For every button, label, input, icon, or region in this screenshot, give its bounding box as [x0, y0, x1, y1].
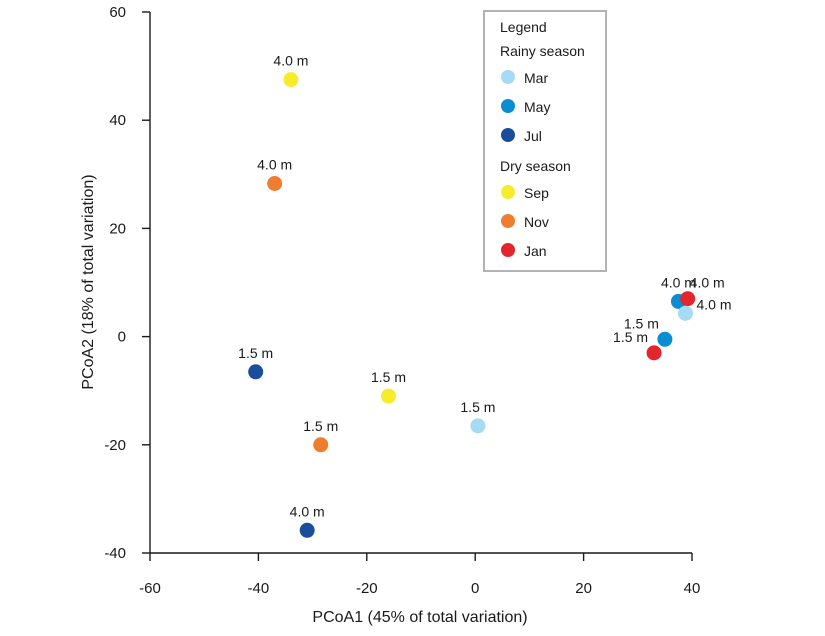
legend-entry-label: Mar [524, 70, 548, 86]
x-axis-title: PCoA1 (45% of total variation) [312, 609, 527, 626]
data-point-label: 4.0 m [290, 503, 325, 519]
legend-swatch-may [501, 99, 515, 113]
data-point-may [657, 331, 673, 347]
y-tick-label: 40 [109, 112, 126, 129]
data-point-nov [267, 175, 283, 191]
data-point-mar [470, 418, 486, 434]
data-points: 4.0 m4.0 m1.5 m1.5 m1.5 m1.5 m4.0 m4.0 m… [238, 53, 732, 538]
x-tick-label: 0 [471, 580, 479, 597]
y-ticks: -40 -20 0 20 40 60 [104, 4, 150, 562]
x-tick-label: 40 [684, 580, 701, 597]
data-point-jan [646, 345, 662, 361]
legend: Legend Rainy season Mar May Jul Dry season Se… [483, 10, 607, 272]
y-axis-title: PCoA2 (18% of total variation) [80, 174, 97, 389]
y-tick-label: 0 [118, 329, 126, 346]
data-point-jan [680, 291, 696, 307]
y-tick-label: -20 [104, 437, 126, 454]
axes: -60 -40 -20 0 20 40 -40 -20 0 20 40 60 [104, 4, 700, 597]
x-tick-label: -60 [139, 580, 161, 597]
x-tick-label: -40 [248, 580, 270, 597]
data-point-label: 4.0 m [273, 53, 308, 69]
data-point-nov [313, 437, 329, 453]
legend-swatch-sep [501, 185, 515, 199]
legend-title: Legend [500, 19, 547, 35]
data-point-label: 1.5 m [613, 329, 648, 345]
legend-group-title: Dry season [500, 158, 571, 174]
legend-entry-label: Jan [524, 243, 547, 259]
legend-group-title: Rainy season [500, 43, 585, 59]
legend-swatch-mar [501, 70, 515, 84]
y-tick-label: 20 [109, 220, 126, 237]
data-point-label: 4.0 m [696, 296, 731, 312]
x-tick-label: 20 [575, 580, 592, 597]
data-point-label: 4.0 m [257, 156, 292, 172]
data-point-label: 1.5 m [238, 345, 273, 361]
data-point-label: 1.5 m [624, 315, 659, 331]
legend-box [483, 10, 607, 272]
legend-swatch-jan [501, 243, 515, 257]
x-ticks: -60 -40 -20 0 20 40 [139, 553, 700, 597]
data-point-sep [380, 388, 396, 404]
data-point-label: 4.0 m [661, 274, 696, 290]
legend-entry-label: Jul [524, 128, 542, 144]
data-point-jul [299, 522, 315, 538]
data-point-mar [677, 305, 693, 321]
data-point-label: 1.5 m [460, 399, 495, 415]
data-point-label: 1.5 m [303, 418, 338, 434]
data-point-label: 1.5 m [371, 369, 406, 385]
x-tick-label: -20 [356, 580, 378, 597]
legend-swatch-jul [501, 128, 515, 142]
y-tick-label: 60 [109, 4, 126, 21]
legend-entry-label: May [524, 99, 550, 115]
data-point-jul [248, 364, 264, 380]
data-point-label: 4.0 m [690, 275, 725, 291]
legend-swatch-nov [501, 214, 515, 228]
y-tick-label: -40 [104, 545, 126, 562]
legend-entry-label: Sep [524, 185, 549, 201]
data-point-sep [283, 72, 299, 88]
legend-entry-label: Nov [524, 214, 549, 230]
